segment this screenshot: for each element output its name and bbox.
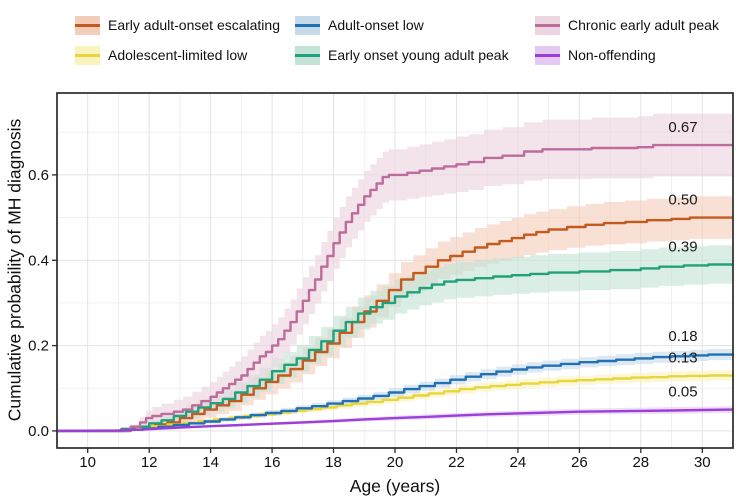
adult-onset-low-confidence-band [57,348,733,431]
chronic-early-adult-peak-end-value-label: 0.67 [668,119,697,136]
legend-label: Early onset young adult peak [328,47,509,63]
legend-label: Adolescent-limited low [108,47,248,63]
adolescent-limited-low-end-value-label: 0.13 [668,350,697,367]
chronic-early-adult-peak-curve [57,143,733,433]
legend-label: Early adult-onset escalating [108,17,280,33]
legend-key-swatch [295,15,320,35]
adult-onset-low-end-value-label: 0.18 [668,328,697,345]
legend-item-adolescent-limited-low: Adolescent-limited low [75,45,247,65]
x-tick-label: 12 [141,454,158,471]
legend-item-early-onset-young-adult-peak: Early onset young adult peak [295,45,509,65]
x-tick-label: 10 [79,454,96,471]
x-tick-label: 16 [264,454,281,471]
x-tick-label: 20 [387,454,404,471]
x-tick-label: 24 [510,454,527,471]
early-adult-onset-escalating-end-value-label: 0.50 [668,192,697,209]
legend-item-early-adult-onset-escalating: Early adult-onset escalating [75,15,280,35]
adolescent-limited-low-curve [57,374,733,433]
early-onset-young-adult-peak-curve [57,263,733,433]
legend: Early adult-onset escalating Adolescent-l… [0,0,744,84]
legend-item-chronic-early-adult-peak: Chronic early adult peak [535,15,719,35]
legend-key-swatch [535,15,560,35]
x-tick-label: 28 [632,454,649,471]
y-axis-title: Cumulative probability of MH diagnosis [4,118,25,422]
legend-key-line [535,53,560,57]
y-tick-label: 0.0 [28,423,49,440]
legend-item-non-offending: Non-offending [535,45,656,65]
legend-item-adult-onset-low: Adult-onset low [295,15,424,35]
legend-key-line [535,23,560,27]
adult-onset-low-curve [57,353,735,433]
legend-key-swatch [75,45,100,65]
legend-key-swatch [295,45,320,65]
legend-label: Non-offending [568,47,656,63]
early-onset-young-adult-peak-confidence-band [57,245,733,431]
y-tick-label: 0.4 [28,252,49,269]
y-tick-label: 0.6 [28,167,49,184]
early-adult-onset-escalating-curve [57,216,733,433]
x-tick-label: 18 [325,454,342,471]
early-onset-young-adult-peak-end-value-label: 0.39 [668,239,697,256]
non-offending-curve [56,408,734,433]
legend-key-line [75,23,100,27]
x-tick-label: 22 [448,454,465,471]
legend-key-line [295,53,320,57]
legend-label: Adult-onset low [328,17,424,33]
legend-label: Chronic early adult peak [568,17,719,33]
non-offending-end-value-label: 0.05 [668,384,697,401]
x-axis-title: Age (years) [349,476,441,496]
legend-key-swatch [75,15,100,35]
legend-key-swatch [535,45,560,65]
x-tick-label: 14 [202,454,219,471]
legend-key-line [295,23,320,27]
legend-key-line [75,53,100,57]
x-tick-label: 26 [571,454,588,471]
y-tick-label: 0.2 [28,338,49,355]
x-tick-label: 30 [694,454,711,471]
